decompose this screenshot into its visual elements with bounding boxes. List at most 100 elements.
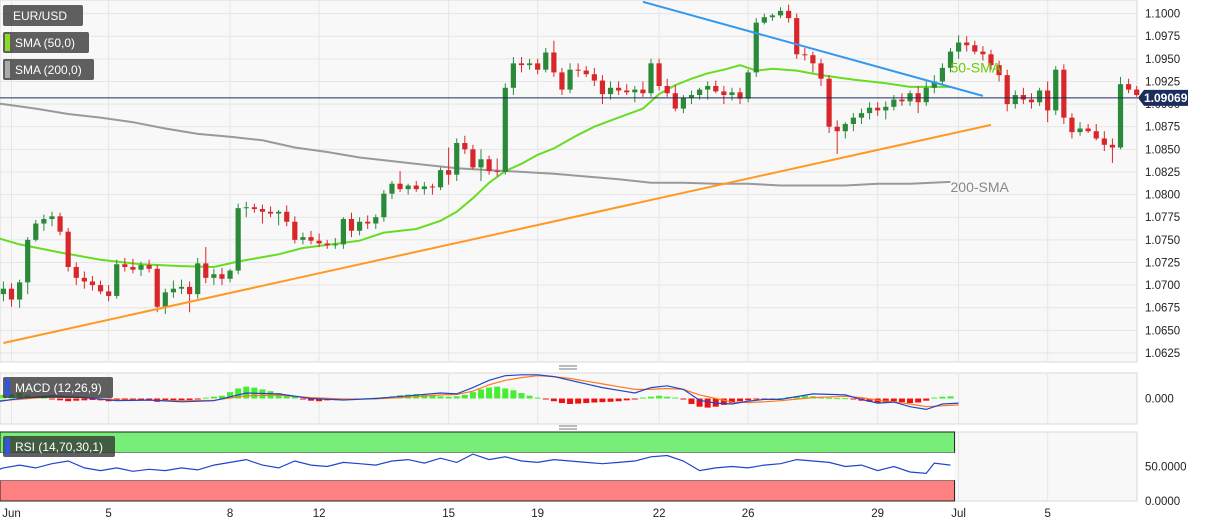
candle-body <box>972 45 978 52</box>
macd-resize-handle[interactable] <box>559 365 577 370</box>
macd-histogram-bar <box>453 396 460 399</box>
macd-histogram-bar <box>186 398 193 400</box>
candle-body <box>454 142 460 175</box>
candle-body <box>348 219 355 231</box>
candle-body <box>575 69 581 71</box>
candle-body <box>437 170 444 188</box>
macd-histogram-bar <box>210 396 217 399</box>
candle-body <box>316 240 322 244</box>
support-trendline <box>3 123 992 344</box>
price-tick-label: 1.0700 <box>1145 280 1180 292</box>
macd-histogram-bar <box>534 397 541 399</box>
macd-histogram-bar <box>793 396 800 399</box>
macd-histogram-bar <box>753 398 760 400</box>
candle-body <box>300 237 306 240</box>
macd-histogram-bar <box>615 398 622 402</box>
candle-body <box>1093 131 1099 139</box>
time-tick-label: Jun <box>2 508 21 520</box>
candle-body <box>170 288 176 293</box>
candle-body <box>8 288 15 300</box>
candle-body <box>494 171 500 173</box>
macd-histogram-bar <box>445 396 452 399</box>
rsi-overbought-zone <box>0 431 956 454</box>
grid <box>0 0 1137 501</box>
macd-histogram-bar <box>48 398 55 400</box>
macd-histogram-bar <box>486 387 493 399</box>
candle-body <box>705 85 711 90</box>
candle-body <box>988 54 994 66</box>
macd-histogram-bar <box>291 396 298 399</box>
candle-body <box>1126 84 1132 90</box>
candle-body <box>648 63 654 94</box>
candle-body <box>624 90 630 93</box>
price-tick-label: 1.0675 <box>1145 303 1180 315</box>
price-tick-label: 1.0825 <box>1145 167 1180 179</box>
macd-histogram-bar <box>437 396 444 399</box>
candle-body <box>794 18 800 55</box>
macd-histogram-bar <box>218 395 225 399</box>
rsi-resize-handle[interactable] <box>559 425 577 430</box>
macd-histogram-bar <box>40 397 47 399</box>
candle-body <box>591 74 597 81</box>
candle-body <box>834 126 840 132</box>
candle-body <box>73 266 79 278</box>
candle-body <box>899 99 905 102</box>
candle-body <box>106 291 112 296</box>
candle-body <box>381 193 387 218</box>
time-tick-label: 15 <box>442 508 455 520</box>
macd-histogram-bar <box>227 392 234 399</box>
candle-body <box>162 292 168 307</box>
macd-histogram-bar <box>623 398 630 401</box>
candle-body <box>1101 138 1107 145</box>
legend-macd[interactable]: MACD (12,26,9) <box>3 377 113 398</box>
macd-histogram-bar <box>494 386 501 399</box>
macd-histogram-bar <box>583 398 590 404</box>
macd-histogram-bar <box>720 398 727 405</box>
rsi-line <box>0 453 951 475</box>
candle-body <box>0 288 7 295</box>
macd-histogram-bar <box>65 398 72 402</box>
candle-body <box>259 209 266 212</box>
macd-histogram-bar <box>607 398 614 402</box>
candle-body <box>761 17 767 23</box>
candle-body <box>1053 69 1059 111</box>
candle-body <box>138 265 144 270</box>
current-price-label: 1.09069 <box>1144 91 1188 105</box>
candle-body <box>421 186 427 190</box>
candle-body <box>251 207 257 210</box>
macd-histogram-bar <box>575 398 582 404</box>
macd-histogram-bar <box>777 398 784 400</box>
macd-histogram-bar <box>591 398 598 403</box>
candle-body <box>737 92 743 99</box>
legend-sma50[interactable]: SMA (50,0) <box>3 32 89 53</box>
candle-body <box>769 15 776 18</box>
candle-body <box>89 281 96 286</box>
candle-body <box>1061 69 1067 118</box>
candle-body <box>818 63 824 79</box>
macd-histogram-bar <box>502 388 509 399</box>
candle-body <box>753 22 759 73</box>
macd-histogram-bar <box>542 398 549 400</box>
macd-histogram-bar <box>672 397 679 399</box>
candle-body <box>389 183 395 194</box>
candle-body <box>413 185 419 190</box>
price-tick-label: 1.0875 <box>1145 122 1180 134</box>
candle-body <box>1012 95 1018 105</box>
candle-body <box>939 67 946 82</box>
macd-histogram-bar <box>866 398 873 402</box>
axes: 1.10001.09751.09501.09251.09001.08751.08… <box>2 9 1186 520</box>
macd-histogram-bar <box>915 398 922 403</box>
candle-body <box>883 106 889 111</box>
candle-body <box>284 211 290 222</box>
price-tick-label: 1.0850 <box>1145 144 1180 156</box>
legend-rsi[interactable]: RSI (14,70,30,1) <box>3 436 115 457</box>
macd-histogram-bar <box>170 398 177 401</box>
legend-sma200[interactable]: SMA (200,0) <box>3 59 94 80</box>
time-tick-label: 12 <box>313 508 326 520</box>
macd-histogram-bar <box>599 398 606 403</box>
macd-histogram-bar <box>890 398 897 402</box>
candle-body <box>470 149 476 168</box>
macd-histogram-bar <box>510 390 517 399</box>
time-tick-label: 29 <box>871 508 884 520</box>
legend-symbol[interactable]: EUR/USD <box>3 5 83 26</box>
